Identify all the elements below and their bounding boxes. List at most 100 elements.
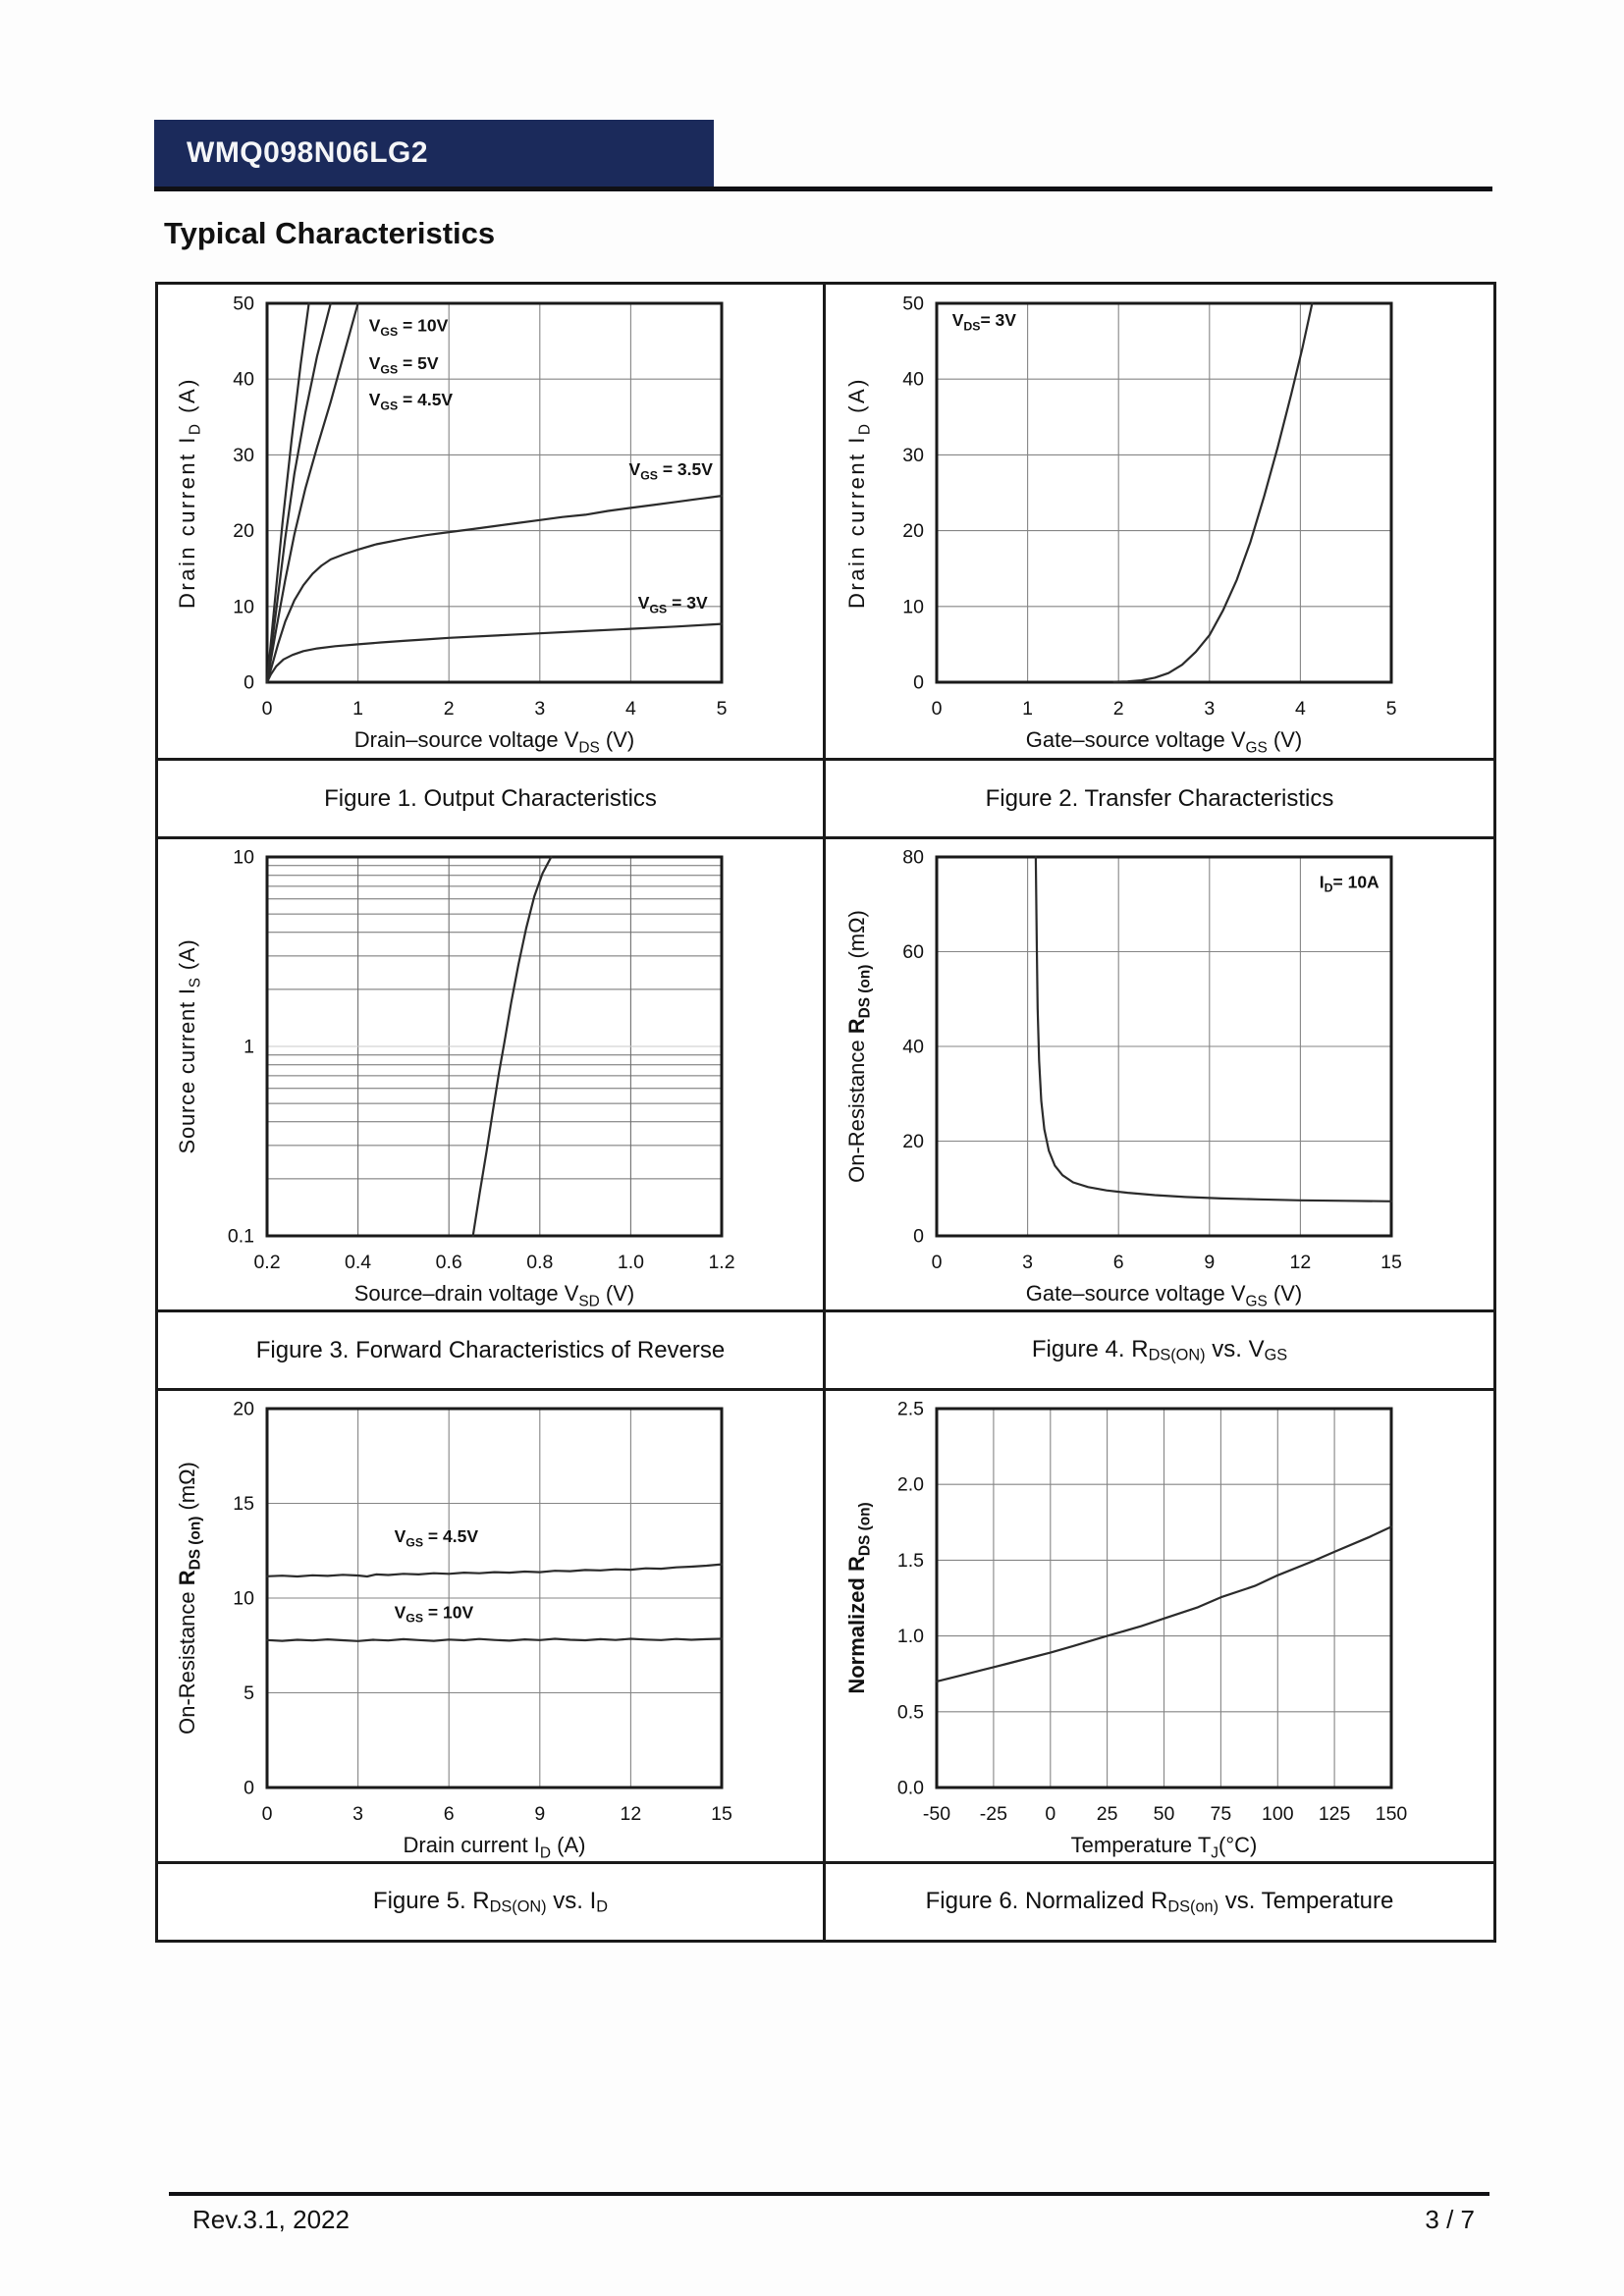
svg-text:20: 20: [902, 1131, 924, 1152]
figure-2-chart-cell: VDS= 3V 0 1 2 3 4 5 0 10 20 30 40 50 Gate–source volt…: [826, 285, 1493, 758]
svg-text:VGS = 5V: VGS = 5V: [369, 353, 439, 376]
svg-text:3: 3: [352, 1803, 363, 1825]
svg-text:0.6: 0.6: [436, 1252, 462, 1273]
svg-text:Drain current ID (A): Drain current ID (A): [175, 377, 203, 609]
svg-text:0.2: 0.2: [253, 1252, 280, 1273]
svg-text:25: 25: [1096, 1803, 1117, 1825]
figure-6-chart-cell: -50 -25 0 25 50 75 100 125 150 0.0 0.5 1.0 1.5 2.0 2.5…: [826, 1388, 1493, 1861]
page-title: Typical Characteristics: [164, 216, 496, 250]
svg-text:5: 5: [244, 1682, 254, 1704]
svg-text:30: 30: [233, 445, 254, 466]
svg-text:0: 0: [262, 698, 273, 720]
svg-text:Drain current ID (A): Drain current ID (A): [404, 1833, 586, 1860]
svg-text:3: 3: [1022, 1252, 1033, 1273]
figure-5-caption: Figure 5. RDS(ON) vs. ID: [372, 1887, 609, 1916]
svg-text:6: 6: [444, 1803, 455, 1825]
svg-text:-25: -25: [979, 1803, 1006, 1825]
svg-text:1.5: 1.5: [896, 1549, 923, 1571]
figure-3-caption-cell: Figure 3. Forward Characteristics of Rev…: [158, 1309, 826, 1388]
svg-text:6: 6: [1112, 1252, 1123, 1273]
svg-text:10: 10: [902, 596, 924, 617]
svg-text:60: 60: [902, 941, 924, 963]
svg-text:VGS = 3V: VGS = 3V: [638, 593, 708, 615]
svg-text:VGS = 3.5V: VGS = 3.5V: [629, 459, 714, 482]
svg-text:Source–drain voltage VSD (V): Source–drain voltage VSD (V): [354, 1281, 635, 1308]
part-number-banner: WMQ098N06LG2: [154, 120, 714, 187]
figure-4-chart-cell: ID= 10A 0 3 6 9 12 15 0 20 40 60 80 Gate–source volt…: [826, 836, 1493, 1309]
svg-text:2: 2: [444, 698, 455, 720]
svg-text:40: 40: [902, 1036, 924, 1057]
svg-text:10: 10: [233, 1587, 254, 1609]
figure-4-caption-cell: Figure 4. RDS(ON) vs. VGS: [826, 1309, 1493, 1388]
svg-text:3: 3: [534, 698, 545, 720]
svg-text:1.0: 1.0: [896, 1626, 923, 1647]
svg-text:9: 9: [1204, 1252, 1215, 1273]
svg-text:2: 2: [1112, 698, 1123, 720]
part-number: WMQ098N06LG2: [187, 136, 429, 169]
svg-text:VGS = 4.5V: VGS = 4.5V: [395, 1526, 479, 1549]
figure-5-chart-cell: VGS = 4.5V VGS = 10V 0 3 6 9 12 15 0 5 10 15 20 Drain…: [158, 1388, 826, 1861]
svg-text:On-Resistance RDS (on) (mΩ): On-Resistance RDS (on) (mΩ): [175, 1462, 203, 1735]
svg-text:20: 20: [902, 520, 924, 542]
svg-text:0.8: 0.8: [526, 1252, 553, 1273]
figure-2-caption: Figure 2. Transfer Characteristics: [985, 784, 1334, 812]
svg-text:50: 50: [1153, 1803, 1174, 1825]
figure-4-caption: Figure 4. RDS(ON) vs. VGS: [1031, 1335, 1288, 1364]
svg-text:9: 9: [534, 1803, 545, 1825]
svg-text:0.4: 0.4: [345, 1252, 371, 1273]
svg-text:0.0: 0.0: [896, 1777, 923, 1798]
svg-text:Gate–source voltage VGS (V): Gate–source voltage VGS (V): [1025, 1281, 1302, 1308]
figure-3-plot: 0.2 0.4 0.6 0.8 1.0 1.2 0.1 1 10 Source–drain vol…: [175, 846, 735, 1308]
svg-text:15: 15: [233, 1493, 254, 1515]
figure-5-plot: VGS = 4.5V VGS = 10V 0 3 6 9 12 15 0 5 10 15 20 Drain…: [175, 1398, 732, 1860]
svg-text:3: 3: [1204, 698, 1215, 720]
svg-text:20: 20: [233, 1398, 254, 1419]
svg-text:VGS = 10V: VGS = 10V: [395, 1602, 474, 1625]
svg-text:75: 75: [1210, 1803, 1231, 1825]
figure-6-caption-cell: Figure 6. Normalized RDS(on) vs. Tempera…: [826, 1861, 1493, 1940]
footer-rule: [169, 2192, 1489, 2196]
figure-1-caption: Figure 1. Output Characteristics: [324, 784, 657, 812]
svg-text:VGS = 10V: VGS = 10V: [369, 316, 449, 339]
svg-text:4: 4: [1294, 698, 1305, 720]
figure-5-caption-cell: Figure 5. RDS(ON) vs. ID: [158, 1861, 826, 1940]
svg-text:2.5: 2.5: [896, 1398, 923, 1419]
svg-text:0: 0: [244, 1777, 254, 1798]
figure-3-caption: Figure 3. Forward Characteristics of Rev…: [255, 1336, 726, 1363]
svg-text:0: 0: [913, 1225, 924, 1247]
svg-text:ID= 10A: ID= 10A: [1319, 872, 1379, 894]
figure-table: VGS = 10V VGS = 5V VGS = 4.5V VGS = 3.5V VGS…: [155, 282, 1496, 1943]
svg-text:Temperature TJ(°C): Temperature TJ(°C): [1070, 1833, 1257, 1860]
figure-3-chart-cell: 0.2 0.4 0.6 0.8 1.0 1.2 0.1 1 10 Source–drain vol…: [158, 836, 826, 1309]
svg-text:1.0: 1.0: [618, 1252, 644, 1273]
svg-text:5: 5: [1385, 698, 1396, 720]
svg-text:40: 40: [902, 369, 924, 391]
svg-text:100: 100: [1262, 1803, 1294, 1825]
svg-text:1.2: 1.2: [708, 1252, 734, 1273]
svg-text:150: 150: [1375, 1803, 1407, 1825]
header-rule: [154, 187, 1492, 191]
svg-text:0: 0: [1045, 1803, 1056, 1825]
svg-text:30: 30: [902, 445, 924, 466]
svg-text:-50: -50: [922, 1803, 949, 1825]
svg-text:Drain–source voltage VDS (V): Drain–source voltage VDS (V): [354, 727, 635, 755]
svg-text:20: 20: [233, 520, 254, 542]
svg-text:15: 15: [1380, 1252, 1402, 1273]
svg-text:0: 0: [931, 1252, 942, 1273]
svg-text:50: 50: [233, 294, 254, 315]
figure-6-caption: Figure 6. Normalized RDS(on) vs. Tempera…: [925, 1887, 1394, 1916]
footer-revision: Rev.3.1, 2022: [192, 2205, 350, 2234]
svg-text:1: 1: [1022, 698, 1033, 720]
figure-1-caption-cell: Figure 1. Output Characteristics: [158, 758, 826, 836]
svg-text:5: 5: [717, 698, 728, 720]
figure-4-plot: ID= 10A 0 3 6 9 12 15 0 20 40 60 80 Gate–source volt…: [844, 846, 1402, 1308]
figure-1-chart-cell: VGS = 10V VGS = 5V VGS = 4.5V VGS = 3.5V VGS…: [158, 285, 826, 758]
footer-page-indicator: 3 / 7: [1425, 2205, 1475, 2234]
svg-text:VDS= 3V: VDS= 3V: [951, 310, 1016, 333]
svg-text:Normalized RDS (on): Normalized RDS (on): [844, 1502, 873, 1693]
svg-text:0: 0: [244, 672, 254, 694]
svg-text:0: 0: [931, 698, 942, 720]
svg-text:0: 0: [913, 672, 924, 694]
